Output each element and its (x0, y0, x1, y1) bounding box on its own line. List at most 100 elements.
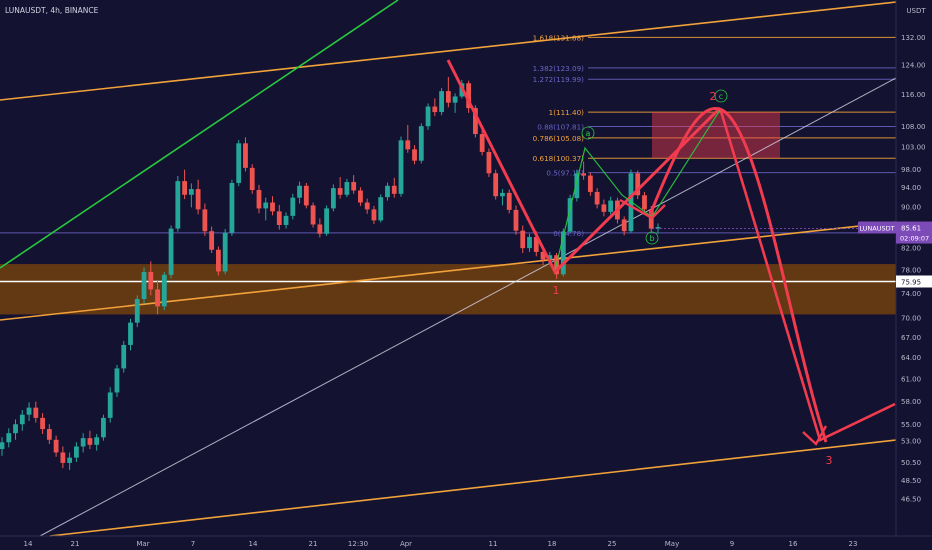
candle (398, 136, 404, 197)
wave-label-b: b (649, 234, 654, 243)
candle (229, 179, 235, 236)
x-tick-label: 16 (789, 540, 798, 548)
candle-body (418, 126, 424, 161)
candle-body (635, 173, 641, 196)
candle-body (19, 414, 25, 425)
candle (182, 169, 187, 200)
candle-body (500, 192, 505, 197)
candle (209, 226, 215, 254)
candle-body (87, 438, 93, 445)
y-tick-label: 48.50 (901, 477, 921, 485)
candle (155, 280, 160, 315)
candle-body (391, 185, 397, 194)
fib-level-label: 0.88(107.81) (537, 123, 584, 132)
candle (567, 194, 573, 234)
candle (148, 261, 154, 296)
candle (222, 229, 228, 275)
candle-body (642, 195, 647, 210)
candle-body (297, 185, 302, 198)
candle (405, 124, 411, 153)
candle-body (479, 134, 485, 152)
candle-body (317, 224, 323, 234)
x-tick-label: 23 (849, 540, 858, 548)
candle-body (540, 251, 546, 260)
wave-b-circle (645, 231, 659, 245)
candle-body (574, 173, 580, 199)
candle-body (80, 438, 86, 447)
candle-body (506, 192, 512, 210)
y-tick-label: 74.00 (901, 290, 921, 298)
candle-body (621, 219, 627, 232)
green-trendline (0, 0, 399, 269)
candle (175, 176, 181, 232)
fib-level-label: 0.5(97.15) (546, 169, 584, 178)
candle (236, 139, 242, 187)
y-tick-label: 67.00 (901, 334, 921, 342)
candle-body (567, 198, 573, 232)
y-tick-label: 61.00 (901, 375, 921, 383)
candle (40, 413, 45, 435)
candle-body (547, 255, 553, 260)
x-tick-label: 11 (489, 540, 498, 548)
candle (53, 435, 59, 457)
candle (425, 103, 431, 130)
wave-label-3: 3 (826, 454, 833, 467)
candle-body (337, 188, 343, 195)
middle-channel-line (0, 221, 897, 321)
candle-body (195, 189, 201, 210)
y-tick-label: 70.00 (901, 315, 921, 323)
wave-projection-curve (648, 107, 828, 443)
candle (493, 169, 499, 200)
x-tick-label: Mar (136, 540, 149, 548)
candle-body (452, 96, 458, 103)
candle (391, 177, 397, 198)
candle-body (520, 230, 526, 249)
candle (466, 80, 472, 113)
y-tick-label: 55.00 (901, 421, 921, 429)
wave-label-c: c (719, 92, 723, 101)
x-tick-label: 14 (249, 540, 258, 548)
candle-body (385, 185, 390, 198)
y-tick-label: 103.00 (901, 144, 926, 152)
candle-body (175, 181, 181, 229)
candle-body (425, 106, 431, 127)
candle-body (303, 185, 309, 206)
candle (385, 182, 390, 201)
fib-level-label: 0.786(105.08) (533, 134, 585, 143)
candle-body (216, 249, 221, 272)
candle-body (263, 202, 269, 209)
y-tick-label: 58.00 (901, 398, 921, 406)
candle-body (445, 91, 451, 103)
candle-body (40, 417, 45, 430)
candle (243, 137, 248, 172)
candle-body (236, 143, 242, 183)
candle-body (283, 215, 289, 225)
candle-body (276, 211, 282, 225)
y-tick-label: 124.00 (901, 62, 926, 70)
countdown-label: 02:09:07 (900, 235, 929, 243)
candle (418, 123, 424, 164)
candle-body (533, 236, 539, 252)
candle (486, 148, 492, 177)
fibonacci-layer: 1.618(131.88) 1.382(123.09) 1.272(119.99) 1… (0, 33, 896, 238)
trendline-layer (0, 0, 897, 537)
x-tick-label: 21 (309, 540, 318, 548)
wave-c-circle (714, 89, 728, 103)
candle (283, 212, 289, 229)
candle (263, 197, 269, 221)
candle-body (290, 197, 296, 216)
candle-body (439, 91, 444, 113)
candle-body (209, 231, 215, 250)
candle (330, 184, 336, 212)
x-tick-label: 25 (608, 540, 617, 548)
x-tick-label: Apr (400, 540, 412, 548)
candle-body (398, 140, 404, 194)
candle (19, 410, 25, 431)
fib-level-label: 0(84.78) (553, 229, 584, 238)
candle-body (581, 173, 587, 176)
currency-label: USDT (906, 7, 926, 15)
candle (121, 340, 127, 373)
candle (371, 205, 377, 224)
